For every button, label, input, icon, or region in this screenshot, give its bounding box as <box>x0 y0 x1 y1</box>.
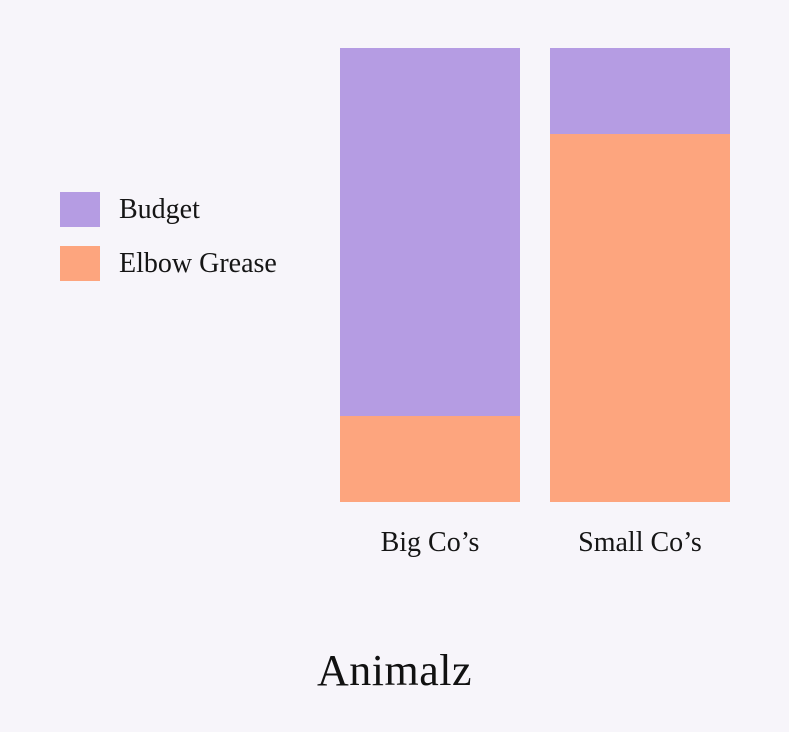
legend-swatch-elbow-grease <box>60 246 100 281</box>
stacked-bar-small-cos <box>550 48 730 502</box>
legend-label-budget: Budget <box>119 193 200 225</box>
legend-label-elbow-grease: Elbow Grease <box>119 247 277 279</box>
legend-swatch-budget <box>60 192 100 227</box>
stacked-bar-big-cos <box>340 48 520 502</box>
animalz-wordmark: Animalz <box>316 646 472 695</box>
legend-item-budget: Budget <box>60 192 277 227</box>
bar-segment-budget <box>550 48 730 135</box>
bar-segment-budget <box>340 48 520 416</box>
category-label-big-cos: Big Co’s <box>380 527 480 558</box>
legend-item-elbow-grease: Elbow Grease <box>60 246 277 281</box>
bar-segment-elbow-grease <box>550 134 730 502</box>
legend: Budget Elbow Grease <box>60 192 277 281</box>
category-label-small-cos: Small Co’s <box>578 527 702 558</box>
bar-segment-elbow-grease <box>340 415 520 502</box>
